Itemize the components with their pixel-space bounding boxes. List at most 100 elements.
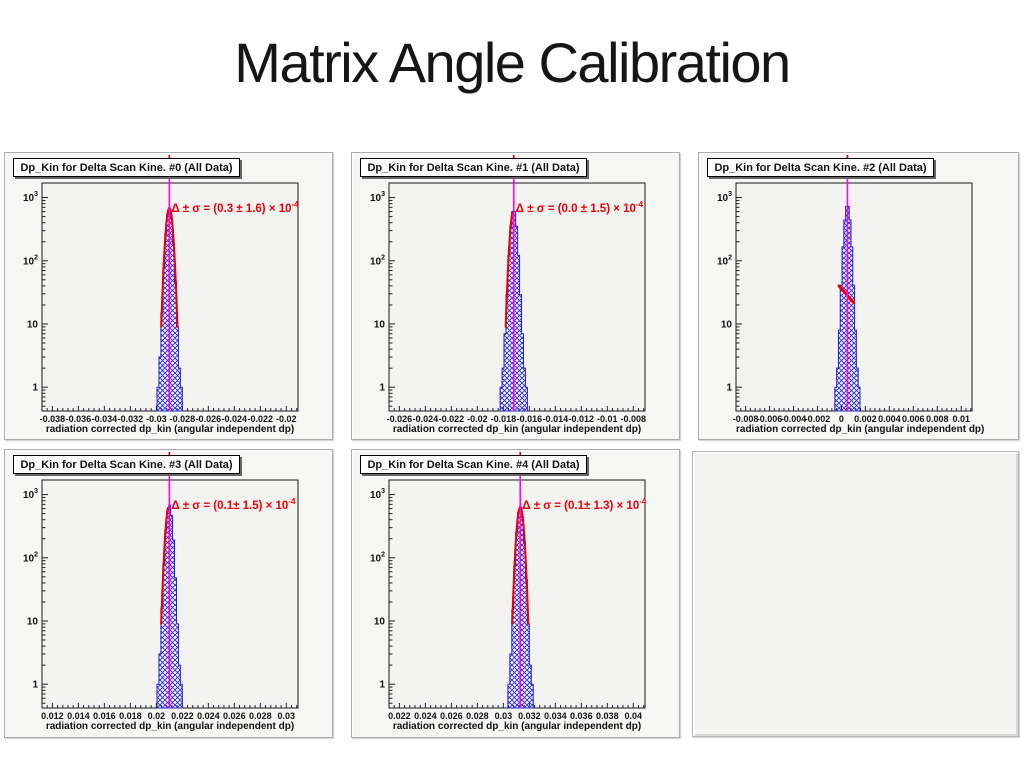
svg-text:-0.024: -0.024 — [222, 414, 248, 424]
svg-text:103: 103 — [717, 191, 732, 204]
svg-text:0.016: 0.016 — [93, 711, 116, 721]
svg-text:102: 102 — [717, 254, 732, 267]
svg-text:0.022: 0.022 — [171, 711, 194, 721]
svg-text:0.006: 0.006 — [902, 414, 925, 424]
empty-pad — [692, 451, 1019, 737]
svg-text:-0.014: -0.014 — [543, 414, 569, 424]
x-axis-title: radiation corrected dp_kin (angular inde… — [392, 424, 642, 435]
plot-title: Dp_Kin for Delta Scan Kine. #0 (All Data… — [20, 161, 233, 174]
svg-text:0.03: 0.03 — [278, 711, 296, 721]
plot-title-box: Dp_Kin for Delta Scan Kine. #4 (All Data… — [360, 455, 587, 474]
svg-text:10: 10 — [374, 616, 386, 627]
root-pad-1: -0.026 -0.024 -0.022 -0.02 -0.018 -0.016 -0.01… — [351, 152, 680, 440]
svg-text:0.026: 0.026 — [223, 711, 246, 721]
svg-text:-0.02: -0.02 — [467, 414, 488, 424]
root-pad-4: 0.022 0.024 0.026 0.028 0.03 0.032 0.034 0.036 0… — [351, 449, 680, 738]
svg-text:-0.02: -0.02 — [276, 414, 297, 424]
svg-text:1: 1 — [726, 383, 732, 394]
svg-text:0.026: 0.026 — [440, 711, 463, 721]
x-axis-title: radiation corrected dp_kin (angular inde… — [45, 721, 295, 732]
svg-text:102: 102 — [23, 551, 38, 564]
svg-text:0.03: 0.03 — [495, 711, 513, 721]
root-pad-0: -0.038 -0.036 -0.034 -0.032 -0.03 -0.028 -0.02… — [4, 152, 333, 440]
histogram-plot-4: 0.022 0.024 0.026 0.028 0.03 0.032 0.034 0.036 0… — [370, 452, 646, 721]
fit-result-annotation: Δ ± σ = (0.3 ± 1.6) × 10-4 — [171, 200, 299, 215]
svg-text:0.02: 0.02 — [148, 711, 166, 721]
histogram-plot-0: -0.038 -0.036 -0.034 -0.032 -0.03 -0.028 -0.02… — [23, 155, 299, 424]
histogram-plot-1: -0.026 -0.024 -0.022 -0.02 -0.018 -0.016 -0.01… — [370, 155, 647, 424]
svg-text:10: 10 — [721, 319, 733, 330]
plot-title: Dp_Kin for Delta Scan Kine. #2 (All Data… — [714, 161, 927, 174]
svg-text:-0.038: -0.038 — [40, 414, 66, 424]
root-pad-3: 0.012 0.014 0.016 0.018 0.02 0.022 0.024 0.026 0… — [4, 449, 333, 738]
svg-text:0.018: 0.018 — [119, 711, 142, 721]
svg-text:0.034: 0.034 — [544, 711, 567, 721]
plot-title-box: Dp_Kin for Delta Scan Kine. #3 (All Data… — [13, 455, 240, 474]
svg-text:102: 102 — [370, 254, 385, 267]
svg-text:-0.008: -0.008 — [733, 414, 759, 424]
plot-title-box: Dp_Kin for Delta Scan Kine. #0 (All Data… — [13, 158, 240, 177]
svg-text:102: 102 — [23, 254, 38, 267]
svg-text:0.008: 0.008 — [926, 414, 949, 424]
svg-text:-0.03: -0.03 — [146, 414, 167, 424]
svg-text:-0.018: -0.018 — [491, 414, 517, 424]
svg-text:10: 10 — [374, 319, 386, 330]
svg-text:0.036: 0.036 — [570, 711, 593, 721]
plot-title-box: Dp_Kin for Delta Scan Kine. #1 (All Data… — [360, 158, 587, 177]
slide-title: Matrix Angle Calibration — [234, 31, 791, 94]
svg-text:-0.006: -0.006 — [757, 414, 783, 424]
svg-text:103: 103 — [370, 488, 385, 501]
svg-text:10: 10 — [27, 319, 39, 330]
svg-text:0.024: 0.024 — [414, 711, 437, 721]
svg-text:0: 0 — [839, 414, 844, 424]
svg-text:-0.022: -0.022 — [439, 414, 465, 424]
svg-text:1: 1 — [379, 383, 385, 394]
svg-text:0.028: 0.028 — [249, 711, 272, 721]
svg-text:-0.016: -0.016 — [517, 414, 543, 424]
svg-text:10: 10 — [27, 616, 39, 627]
x-axis-title: radiation corrected dp_kin (angular inde… — [736, 424, 985, 435]
svg-text:0.012: 0.012 — [41, 711, 64, 721]
fit-result-annotation: Δ ± σ = (0.1± 1.3) × 10-4 — [522, 497, 647, 512]
fit-result-annotation: Δ ± σ = (0.1± 1.5) × 10-4 — [171, 497, 296, 512]
plot-title: Dp_Kin for Delta Scan Kine. #3 (All Data… — [20, 458, 233, 471]
svg-text:1: 1 — [32, 383, 38, 394]
svg-text:0.04: 0.04 — [625, 711, 643, 721]
svg-text:103: 103 — [23, 191, 38, 204]
svg-text:-0.012: -0.012 — [569, 414, 595, 424]
root-pad-2: -0.008 -0.006 -0.004 -0.002 0 0.002 0.004 0.006… — [698, 152, 1019, 440]
svg-text:0.01: 0.01 — [952, 414, 970, 424]
svg-text:-0.022: -0.022 — [248, 414, 274, 424]
svg-text:-0.01: -0.01 — [597, 414, 618, 424]
histogram-plot-3: 0.012 0.014 0.016 0.018 0.02 0.022 0.024 0.026 0… — [23, 452, 299, 721]
svg-text:-0.034: -0.034 — [92, 414, 118, 424]
svg-text:-0.004: -0.004 — [781, 414, 807, 424]
svg-text:0.032: 0.032 — [518, 711, 541, 721]
svg-text:-0.036: -0.036 — [66, 414, 92, 424]
plot-title-box: Dp_Kin for Delta Scan Kine. #2 (All Data… — [707, 158, 934, 177]
plot-title: Dp_Kin for Delta Scan Kine. #4 (All Data… — [367, 458, 580, 471]
histogram-plot-2: -0.008-0.006-0.004-0.002 0 0.002 0.004 0.006… — [717, 155, 973, 424]
svg-text:-0.002: -0.002 — [805, 414, 831, 424]
x-axis-title: radiation corrected dp_kin (angular inde… — [392, 721, 642, 732]
svg-text:-0.026: -0.026 — [196, 414, 222, 424]
svg-text:1: 1 — [379, 680, 385, 691]
svg-text:0.028: 0.028 — [466, 711, 489, 721]
svg-text:-0.026: -0.026 — [387, 414, 413, 424]
svg-text:0.004: 0.004 — [878, 414, 901, 424]
svg-text:0.014: 0.014 — [67, 711, 90, 721]
svg-text:0.022: 0.022 — [388, 711, 411, 721]
svg-text:103: 103 — [23, 488, 38, 501]
svg-text:-0.028: -0.028 — [170, 414, 196, 424]
plot-title: Dp_Kin for Delta Scan Kine. #1 (All Data… — [367, 161, 580, 174]
svg-text:102: 102 — [370, 551, 385, 564]
svg-text:-0.032: -0.032 — [118, 414, 144, 424]
svg-text:-0.024: -0.024 — [413, 414, 439, 424]
svg-text:0.024: 0.024 — [197, 711, 220, 721]
svg-text:0.038: 0.038 — [596, 711, 619, 721]
svg-text:-0.008: -0.008 — [621, 414, 647, 424]
svg-text:0.002: 0.002 — [854, 414, 877, 424]
fit-result-annotation: Δ ± σ = (0.0 ± 1.5) × 10-4 — [515, 200, 644, 215]
x-axis-title: radiation corrected dp_kin (angular inde… — [45, 424, 295, 435]
